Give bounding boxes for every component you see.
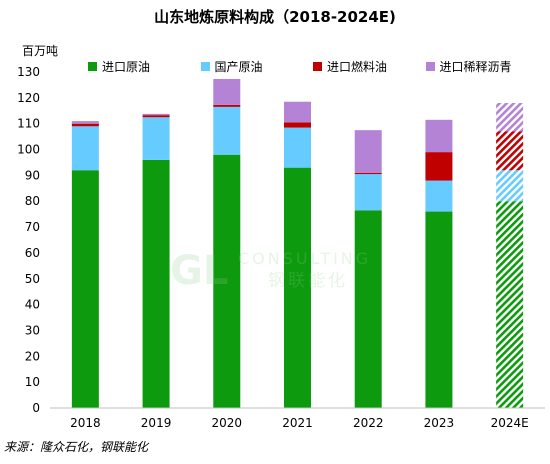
y-tick-label: 110 — [17, 117, 40, 131]
x-tick-label-2021: 2021 — [282, 416, 313, 430]
bar-segment-2019-1 — [142, 117, 170, 160]
bar-segment-2022-1 — [354, 174, 382, 211]
y-axis-unit-label: 百万吨 — [22, 44, 59, 58]
y-tick-label: 40 — [25, 298, 40, 312]
y-tick-label: 100 — [17, 143, 40, 157]
legend-label-import-fuel-oil: 进口燃料油 — [327, 60, 388, 74]
y-tick-label: 20 — [25, 349, 40, 363]
legend-item-import-fuel-oil: 进口燃料油 — [313, 58, 426, 75]
watermark-line2: 钢联能化 — [268, 271, 348, 290]
x-tick-label-2019: 2019 — [141, 416, 172, 430]
legend: 进口原油 国产原油 进口燃料油 进口稀释沥青 — [88, 58, 538, 75]
bar-segment-2020-1 — [213, 106, 241, 155]
bar-segment-2023-1 — [425, 180, 453, 212]
y-tick-label: 60 — [25, 246, 40, 260]
watermark-line1: CONSULTING — [238, 249, 371, 268]
legend-label-import-diluted-bitumen: 进口稀释沥青 — [439, 60, 512, 74]
y-tick-label: 50 — [25, 272, 40, 286]
watermark-logo: GL CONSULTING 钢联能化 — [170, 248, 371, 290]
legend-swatch-import-diluted-bitumen — [425, 62, 435, 71]
y-axis: 0 10 20 30 40 50 60 70 80 90 100 110 120 130 — [17, 65, 40, 415]
bar-segment-2024E-2 — [496, 131, 524, 171]
x-tick-label-2022: 2022 — [353, 416, 384, 430]
legend-item-import-diluted-bitumen: 进口稀释沥青 — [425, 58, 539, 75]
y-tick-label: 90 — [25, 168, 40, 182]
legend-item-import-crude: 进口原油 — [88, 58, 201, 75]
bar-segment-2020-3 — [213, 78, 241, 105]
bar-segment-2023-2 — [425, 152, 453, 181]
legend-label-import-crude: 进口原油 — [102, 60, 151, 74]
x-tick-label-2024E: 2024E — [491, 416, 529, 430]
bar-segment-2022-0 — [354, 210, 382, 408]
y-tick-label: 10 — [25, 375, 40, 389]
legend-label-domestic-crude: 国产原油 — [214, 60, 263, 74]
bar-segment-2018-3 — [71, 121, 99, 124]
bar-segment-2021-3 — [284, 101, 311, 123]
bar-segment-2019-0 — [142, 159, 170, 408]
bars — [71, 78, 524, 408]
bar-segment-2019-2 — [142, 115, 170, 118]
x-axis: 2018 2019 2020 2021 2022 2023 2024E — [50, 407, 545, 430]
x-tick-label-2020: 2020 — [212, 416, 243, 430]
bar-segment-2018-1 — [71, 126, 99, 171]
bar-segment-2021-0 — [284, 167, 311, 408]
bar-segment-2022-2 — [354, 172, 382, 175]
x-tick-label-2018: 2018 — [70, 416, 101, 430]
y-tick-label: 80 — [25, 194, 40, 208]
y-tick-label: 30 — [25, 323, 40, 337]
bar-segment-2018-2 — [71, 123, 99, 127]
watermark-logo-mark: GL — [170, 248, 228, 290]
bar-segment-2023-3 — [425, 119, 453, 153]
bar-segment-2022-3 — [354, 130, 382, 173]
bar-segment-2024E-3 — [496, 103, 524, 132]
bar-segment-2024E-0 — [496, 201, 524, 408]
legend-swatch-domestic-crude — [200, 62, 210, 71]
bar-segment-2019-3 — [142, 113, 170, 116]
y-tick-label: 0 — [32, 401, 40, 415]
bar-segment-2024E-1 — [496, 170, 524, 202]
bar-segment-2018-0 — [71, 170, 99, 408]
legend-swatch-import-crude — [88, 62, 97, 71]
bar-segment-2020-0 — [213, 154, 241, 408]
bar-segment-2023-0 — [425, 211, 453, 408]
legend-item-domestic-crude: 国产原油 — [200, 58, 314, 75]
legend-swatch-import-fuel-oil — [313, 62, 322, 71]
chart-title: 山东地炼原料构成（2018-2024E) — [154, 8, 396, 26]
bar-segment-2021-1 — [284, 127, 311, 168]
bar-segment-2020-2 — [213, 104, 241, 107]
bar-segment-2021-2 — [284, 122, 311, 128]
y-tick-label: 70 — [25, 220, 40, 234]
y-tick-label: 120 — [17, 91, 40, 105]
source-note: 来源：隆众石化，钢联能化 — [4, 440, 149, 454]
x-tick-label-2023: 2023 — [424, 416, 455, 430]
y-tick-label: 130 — [17, 65, 40, 79]
